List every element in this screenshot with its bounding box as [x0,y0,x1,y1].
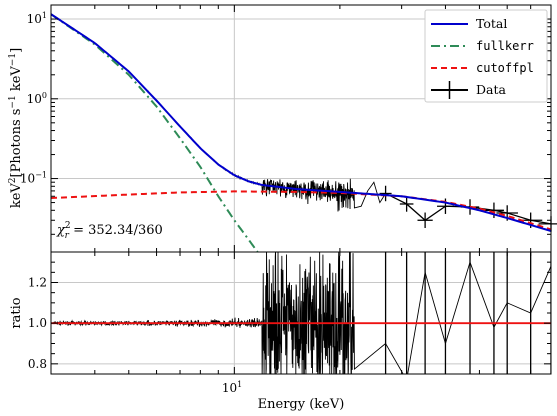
ratio-ylabel: ratio [9,297,24,328]
chi-square-annotation: χ2 r = 352.34/360 [56,221,163,241]
ratio-ticks: 0.8 1.0 1.2 [28,251,552,375]
legend-label-Total: Total [476,16,507,31]
legend-box [424,9,548,103]
spectrum-ylabel: keV2[Photons s−1 keV−1] [8,48,24,208]
x-axis-label: Energy (keV) [258,397,345,412]
cutoffpl-line [50,190,552,231]
legend-label-Data: Data [476,82,506,97]
spectrum-ticks: 101 100 10−1 [20,5,552,252]
total-line [50,13,552,232]
ratio-y-tick-label: 1.2 [28,276,47,290]
y-tick-label: 101 [27,11,47,26]
legend-label-cutoffpl: cutoffpl [476,61,534,75]
legend-label-fullkerr: fullkerr [476,39,534,53]
spectrum-plot-area [50,13,557,259]
ratio-y-tick-label: 1.0 [28,316,47,330]
y-tick-label: 10−1 [20,171,47,186]
ratio-y-tick-label: 0.8 [28,357,47,371]
x-tick-label-10: 101 [222,380,242,395]
legend: Total fullkerr cutoffpl Data [424,9,548,103]
y-tick-label: 100 [27,91,47,106]
ratio-plot-area [51,252,551,374]
